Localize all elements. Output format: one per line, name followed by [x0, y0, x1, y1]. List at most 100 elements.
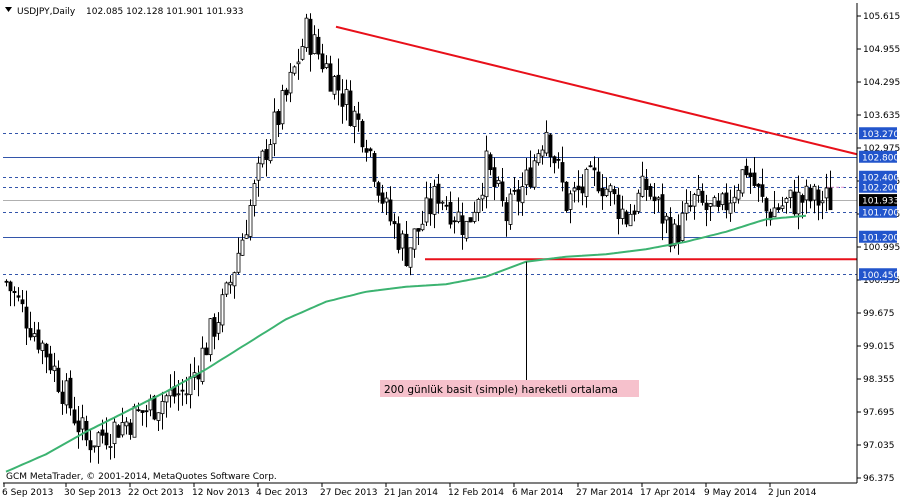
candle-body: [780, 205, 785, 209]
candle-body: [128, 422, 133, 435]
sma-annotation-text: 200 günlük basit (simple) hareketli orta…: [384, 384, 618, 396]
candle-body: [392, 221, 397, 225]
y-tick-label: 102.975: [863, 144, 900, 154]
candle-body: [648, 186, 653, 197]
candle-body: [288, 71, 293, 94]
candle-body: [468, 217, 473, 223]
candle-body: [384, 197, 389, 203]
candle-body: [180, 389, 185, 392]
sma-200-line[interactable]: [5, 214, 807, 473]
candle-body: [360, 120, 365, 148]
y-tick-label: 100.335: [863, 276, 900, 286]
copyright-text: GCM MetaTrader, © 2001-2014, MetaQuotes …: [6, 472, 277, 482]
candle-body: [572, 187, 577, 192]
price-level-badge: [859, 268, 897, 281]
candle-body: [8, 281, 13, 292]
candle-body: [256, 162, 261, 181]
symbol-timeframe-label: USDJPY,Daily: [17, 7, 76, 17]
candle-body: [444, 204, 449, 207]
candle-body: [156, 412, 161, 421]
candle-body: [312, 34, 317, 55]
candle-body: [100, 429, 105, 436]
candle-body: [332, 76, 337, 95]
candle-body: [804, 185, 809, 201]
candle-body: [204, 347, 209, 356]
candle-body: [200, 347, 205, 382]
candle-body: [600, 187, 605, 197]
candle-body: [68, 377, 73, 409]
candle-body: [264, 149, 269, 160]
candle-body: [800, 195, 805, 203]
candle-body: [60, 391, 65, 404]
candle-body: [720, 193, 725, 206]
candle-body: [616, 194, 621, 220]
sma-annotation-box: [380, 380, 639, 397]
price-level-badge: [859, 170, 897, 183]
candle-body: [408, 247, 413, 268]
candle-body: [276, 111, 281, 125]
chart-menu-triangle-icon[interactable]: [5, 7, 12, 12]
candle-body: [336, 74, 341, 91]
candle-body: [352, 110, 357, 127]
candle-body: [460, 215, 465, 235]
candle-body: [244, 234, 249, 239]
candle-body: [364, 148, 369, 153]
price-level-badge-label: 102.400: [862, 173, 899, 183]
candle-body: [380, 192, 385, 204]
candle-body: [220, 294, 225, 326]
candle-body: [640, 175, 645, 197]
candle-body: [260, 150, 265, 165]
candle-body: [456, 211, 461, 223]
candle-body: [516, 189, 521, 202]
candle-body: [748, 172, 753, 178]
x-tick-label: 27 Dec 2013: [320, 488, 378, 498]
candle-body: [88, 440, 93, 451]
candle-body: [592, 167, 597, 171]
candle-body: [400, 233, 405, 249]
candle-body: [4, 280, 9, 283]
candle-body: [164, 395, 169, 403]
candle-body: [232, 272, 237, 287]
candle-body: [356, 113, 361, 120]
candle-body: [816, 189, 821, 206]
resistance-trendline[interactable]: [335, 25, 858, 156]
x-tick-label: 12 Nov 2013: [192, 488, 250, 498]
candle-body: [636, 192, 641, 212]
candle-body: [496, 179, 501, 185]
candle-body: [44, 343, 49, 358]
candle-body: [540, 149, 545, 157]
candle-body: [300, 46, 305, 60]
candle-body: [404, 233, 409, 267]
x-tick-label: 4 Dec 2013: [256, 488, 308, 498]
candle-body: [784, 197, 789, 204]
candle-body: [252, 183, 257, 206]
candle-body: [36, 329, 41, 350]
candle-body: [512, 189, 517, 192]
candle-body: [488, 154, 493, 170]
candle-body: [92, 445, 97, 448]
candle-body: [304, 17, 309, 49]
x-tick-label: 6 Sep 2013: [2, 488, 53, 498]
candle-body: [556, 158, 561, 161]
candle-body: [536, 153, 541, 164]
candle-body: [116, 425, 121, 438]
candle-body: [528, 167, 533, 188]
y-tick-label: 103.635: [863, 111, 900, 121]
candle-body: [448, 201, 453, 225]
price-level-badge: [859, 230, 897, 243]
candle-body: [604, 188, 609, 196]
price-level-badge: [859, 180, 897, 193]
candle-body: [764, 198, 769, 212]
candle-body: [824, 187, 829, 199]
x-tick-label: 9 May 2014: [704, 488, 757, 498]
candle-body: [40, 342, 45, 351]
candle-body: [812, 185, 817, 201]
candle-body: [480, 194, 485, 200]
candle-body: [436, 183, 441, 204]
candle-body: [420, 223, 425, 231]
y-tick-label: 104.955: [863, 45, 900, 55]
candle-body: [580, 186, 585, 194]
candle-body: [372, 153, 377, 182]
